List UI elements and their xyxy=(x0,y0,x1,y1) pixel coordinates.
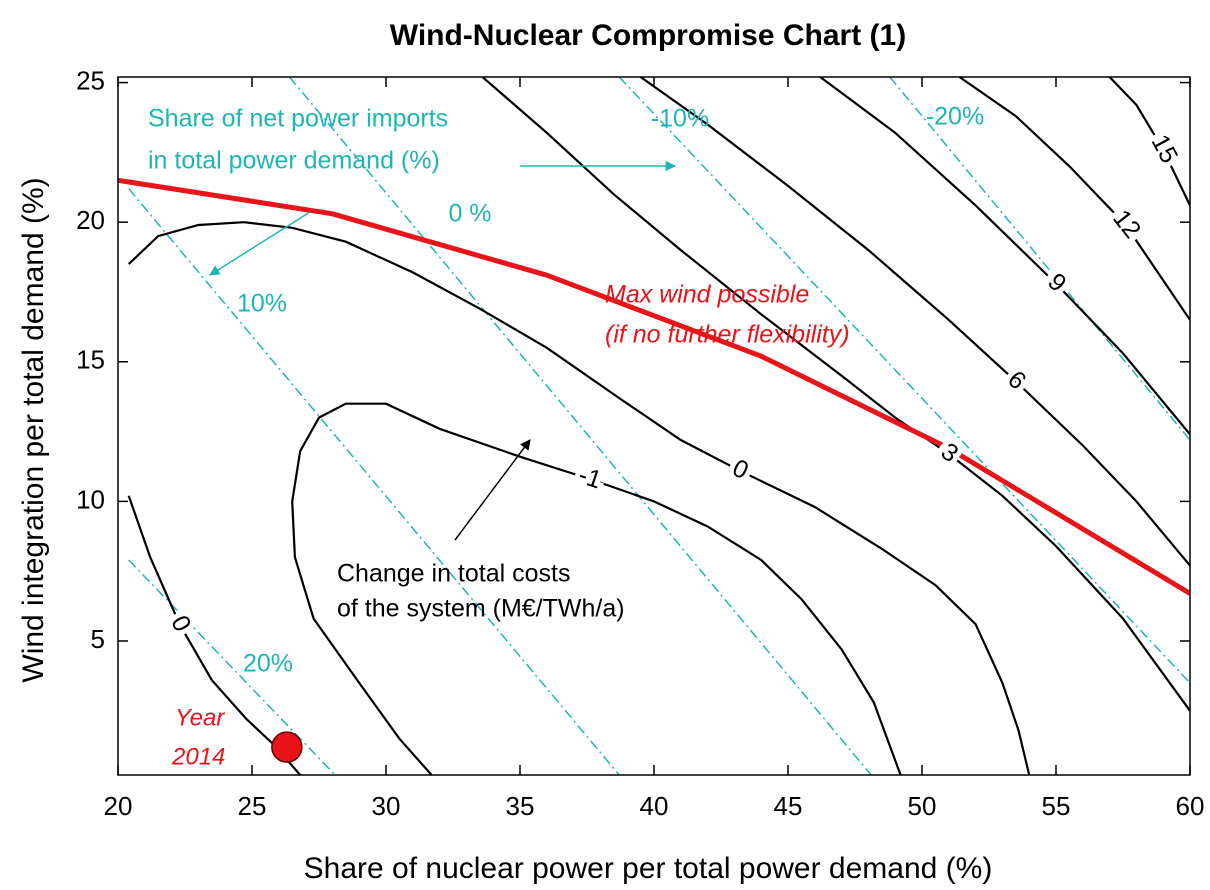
annotation: Year xyxy=(175,704,225,731)
x-tick-label: 35 xyxy=(506,791,535,821)
import-level-label: 20% xyxy=(243,650,293,678)
x-axis-title: Share of nuclear power per total power d… xyxy=(304,852,993,885)
arrow xyxy=(209,211,311,276)
y-tick-label: 20 xyxy=(76,205,105,235)
x-tick-label: 20 xyxy=(104,791,133,821)
contour-line xyxy=(958,77,1190,321)
y-tick-label: 10 xyxy=(76,484,105,514)
annotation: (if no further flexibility) xyxy=(605,321,850,349)
x-tick-label: 30 xyxy=(372,791,401,821)
contour-line xyxy=(819,77,1190,436)
import-line xyxy=(889,77,1190,441)
contour-label: 0 xyxy=(165,611,196,636)
y-tick-label: 15 xyxy=(76,345,105,375)
contour-label: -1 xyxy=(575,461,605,495)
contour-line xyxy=(127,221,1031,775)
contour-label: 15 xyxy=(1146,130,1184,168)
import-line xyxy=(288,77,872,775)
chart-title: Wind-Nuclear Compromise Chart (1) xyxy=(390,19,906,52)
x-tick-label: 45 xyxy=(774,791,803,821)
import-level-label: 10% xyxy=(237,290,287,318)
contour-line xyxy=(291,402,902,775)
x-tick-label: 50 xyxy=(908,791,937,821)
import-level-label: -10% xyxy=(651,105,709,133)
annotation: of the system (M€/TWh/a) xyxy=(337,595,625,623)
import-line xyxy=(128,188,620,775)
import-level-label: 0 % xyxy=(448,200,491,228)
x-tick-label: 25 xyxy=(238,791,267,821)
contour-label: 9 xyxy=(1042,268,1072,298)
annotation: Max wind possible xyxy=(605,281,809,309)
import-level-label: -20% xyxy=(926,103,984,131)
x-tick-label: 40 xyxy=(640,791,669,821)
contour-line xyxy=(481,77,1190,712)
contour-line xyxy=(639,77,1190,567)
contour-line xyxy=(127,495,302,775)
annotation: Share of net power imports xyxy=(148,105,448,133)
import-line xyxy=(618,77,1190,684)
contour-label: 0 xyxy=(728,454,753,485)
y-tick-label: 5 xyxy=(91,624,105,654)
annotation: Change in total costs xyxy=(337,560,570,588)
arrow xyxy=(454,439,531,541)
y-tick-label: 25 xyxy=(76,65,105,95)
year-point xyxy=(271,731,303,763)
x-tick-label: 55 xyxy=(1042,791,1071,821)
import-line xyxy=(128,559,336,775)
x-tick-label: 60 xyxy=(1176,791,1205,821)
y-axis-title: Wind integration per total demand (%) xyxy=(17,177,50,682)
annotation: in total power demand (%) xyxy=(148,147,440,175)
max-wind-line xyxy=(118,177,1190,596)
annotation: 2014 xyxy=(171,743,225,770)
contour-line xyxy=(1108,77,1190,206)
